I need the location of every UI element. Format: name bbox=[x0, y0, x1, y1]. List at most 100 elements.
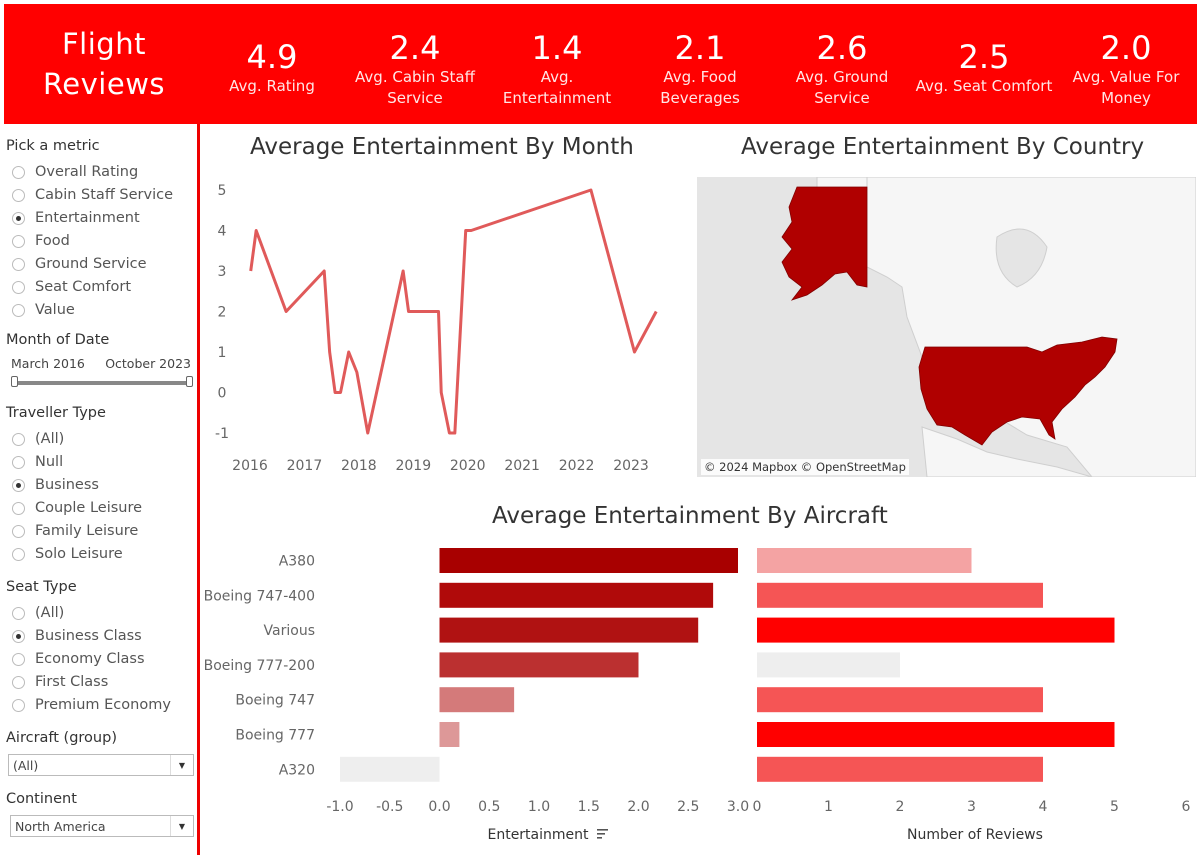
month-filter-title: Month of Date bbox=[6, 332, 110, 348]
reviews-bar[interactable] bbox=[757, 687, 1043, 713]
reviews-tick-label: 2 bbox=[896, 799, 905, 815]
filter-sidebar: Pick a metric Overall Rating Cabin Staff … bbox=[0, 124, 198, 860]
reviews-bar[interactable] bbox=[757, 722, 1115, 747]
radio-icon[interactable] bbox=[12, 675, 25, 689]
radio-icon[interactable] bbox=[12, 524, 25, 538]
month-slider-track[interactable] bbox=[14, 381, 190, 385]
radio-icon[interactable] bbox=[12, 432, 25, 446]
entertainment-axis-title: Entertainment bbox=[487, 827, 589, 843]
kpi-value: 2.4 bbox=[389, 29, 441, 67]
chevron-down-icon[interactable]: ▼ bbox=[170, 755, 193, 775]
month-range-labels: March 2016 October 2023 bbox=[11, 356, 191, 371]
seat-option-label: Premium Economy bbox=[35, 697, 171, 713]
radio-icon[interactable] bbox=[12, 501, 25, 515]
bar-chart-title: Average Entertainment By Aircraft bbox=[492, 503, 888, 529]
radio-icon[interactable] bbox=[12, 280, 25, 294]
category-label: Boeing 747 bbox=[235, 693, 315, 709]
metric-option[interactable]: Cabin Staff Service bbox=[12, 184, 173, 206]
continent-dropdown[interactable]: North America ▼ bbox=[10, 815, 194, 837]
month-start-label: March 2016 bbox=[11, 356, 85, 371]
traveller-option[interactable]: Solo Leisure bbox=[12, 543, 123, 565]
traveller-option-label: Solo Leisure bbox=[35, 546, 123, 562]
traveller-option[interactable]: Family Leisure bbox=[12, 520, 138, 542]
y-tick-label: 0 bbox=[218, 386, 227, 402]
kpi-avg-rating: 4.9 Avg. Rating bbox=[202, 4, 342, 124]
reviews-bar[interactable] bbox=[757, 652, 900, 678]
seat-option[interactable]: Premium Economy bbox=[12, 694, 171, 716]
kpi-value: 2.6 bbox=[816, 29, 868, 67]
radio-icon[interactable] bbox=[12, 165, 25, 179]
radio-icon[interactable] bbox=[12, 698, 25, 712]
continent-dropdown-value: North America bbox=[15, 818, 106, 834]
reviews-bar[interactable] bbox=[757, 548, 972, 573]
kpi-value: 2.0 bbox=[1100, 29, 1152, 67]
metric-option[interactable]: Entertainment bbox=[12, 207, 140, 229]
entertainment-bar[interactable] bbox=[439, 722, 460, 747]
usa-region[interactable] bbox=[918, 336, 1118, 446]
country-map[interactable]: © 2024 Mapbox © OpenStreetMap bbox=[697, 177, 1196, 477]
radio-icon[interactable] bbox=[12, 547, 25, 561]
entertainment-bar[interactable] bbox=[439, 617, 699, 643]
seat-option[interactable]: (All) bbox=[12, 602, 64, 624]
reviews-tick-label: 0 bbox=[753, 799, 762, 815]
y-tick-label: 1 bbox=[218, 345, 227, 361]
radio-icon[interactable] bbox=[12, 606, 25, 620]
entertainment-bar[interactable] bbox=[439, 652, 639, 678]
traveller-option[interactable]: Business bbox=[12, 474, 99, 496]
x-tick-label: 2018 bbox=[341, 458, 377, 474]
y-tick-label: 3 bbox=[218, 264, 227, 280]
entertainment-bar[interactable] bbox=[439, 582, 714, 608]
traveller-option[interactable]: Couple Leisure bbox=[12, 497, 142, 519]
traveller-option[interactable]: (All) bbox=[12, 428, 64, 450]
entertainment-tick-label: -1.0 bbox=[326, 799, 353, 815]
reviews-bar[interactable] bbox=[757, 582, 1043, 608]
reviews-tick-label: 1 bbox=[824, 799, 833, 815]
radio-icon[interactable] bbox=[12, 652, 25, 666]
reviews-bar[interactable] bbox=[757, 617, 1115, 643]
radio-icon[interactable] bbox=[12, 211, 25, 225]
kpi-label: Avg. Ground Service bbox=[795, 68, 889, 107]
entertainment-tick-label: 0.5 bbox=[478, 799, 500, 815]
map-title: Average Entertainment By Country bbox=[741, 134, 1145, 160]
reviews-tick-label: 4 bbox=[1039, 799, 1048, 815]
radio-icon[interactable] bbox=[12, 478, 25, 492]
aircraft-dropdown-value: (All) bbox=[13, 757, 39, 773]
radio-icon[interactable] bbox=[12, 234, 25, 248]
entertainment-line[interactable] bbox=[249, 188, 658, 435]
continent-filter-title: Continent bbox=[6, 791, 77, 807]
seat-option[interactable]: Business Class bbox=[12, 625, 142, 647]
kpi-entertainment: 1.4 Avg. Entertainment bbox=[487, 4, 627, 124]
seat-option[interactable]: First Class bbox=[12, 671, 108, 693]
seat-option-label: Business Class bbox=[35, 628, 142, 644]
seat-option[interactable]: Economy Class bbox=[12, 648, 145, 670]
kpi-label: Avg. Seat Comfort bbox=[915, 77, 1053, 95]
traveller-option[interactable]: Null bbox=[12, 451, 63, 473]
entertainment-tick-label: 1.5 bbox=[578, 799, 600, 815]
y-tick-label: 4 bbox=[218, 224, 227, 240]
x-tick-label: 2019 bbox=[395, 458, 431, 474]
radio-icon[interactable] bbox=[12, 303, 25, 317]
radio-icon[interactable] bbox=[12, 629, 25, 643]
alaska-region[interactable] bbox=[781, 186, 868, 301]
aircraft-dropdown[interactable]: (All) ▼ bbox=[8, 754, 194, 776]
month-slider-end-handle[interactable] bbox=[186, 376, 193, 387]
radio-icon[interactable] bbox=[12, 188, 25, 202]
metric-option[interactable]: Value bbox=[12, 299, 75, 321]
reviews-bar[interactable] bbox=[757, 756, 1043, 782]
entertainment-bar[interactable] bbox=[439, 687, 515, 713]
y-tick-label: 2 bbox=[218, 305, 227, 321]
category-label: Boeing 747-400 bbox=[204, 588, 315, 604]
sort-icon[interactable] bbox=[597, 829, 608, 839]
metric-option-label: Food bbox=[35, 233, 70, 249]
entertainment-tick-label: -0.5 bbox=[376, 799, 403, 815]
month-slider-start-handle[interactable] bbox=[11, 376, 18, 387]
chevron-down-icon[interactable]: ▼ bbox=[170, 816, 193, 836]
entertainment-bar[interactable] bbox=[340, 756, 440, 782]
metric-option[interactable]: Seat Comfort bbox=[12, 276, 131, 298]
radio-icon[interactable] bbox=[12, 257, 25, 271]
metric-option[interactable]: Overall Rating bbox=[12, 161, 138, 183]
metric-option[interactable]: Ground Service bbox=[12, 253, 147, 275]
metric-option[interactable]: Food bbox=[12, 230, 70, 252]
entertainment-bar[interactable] bbox=[439, 548, 739, 573]
radio-icon[interactable] bbox=[12, 455, 25, 469]
